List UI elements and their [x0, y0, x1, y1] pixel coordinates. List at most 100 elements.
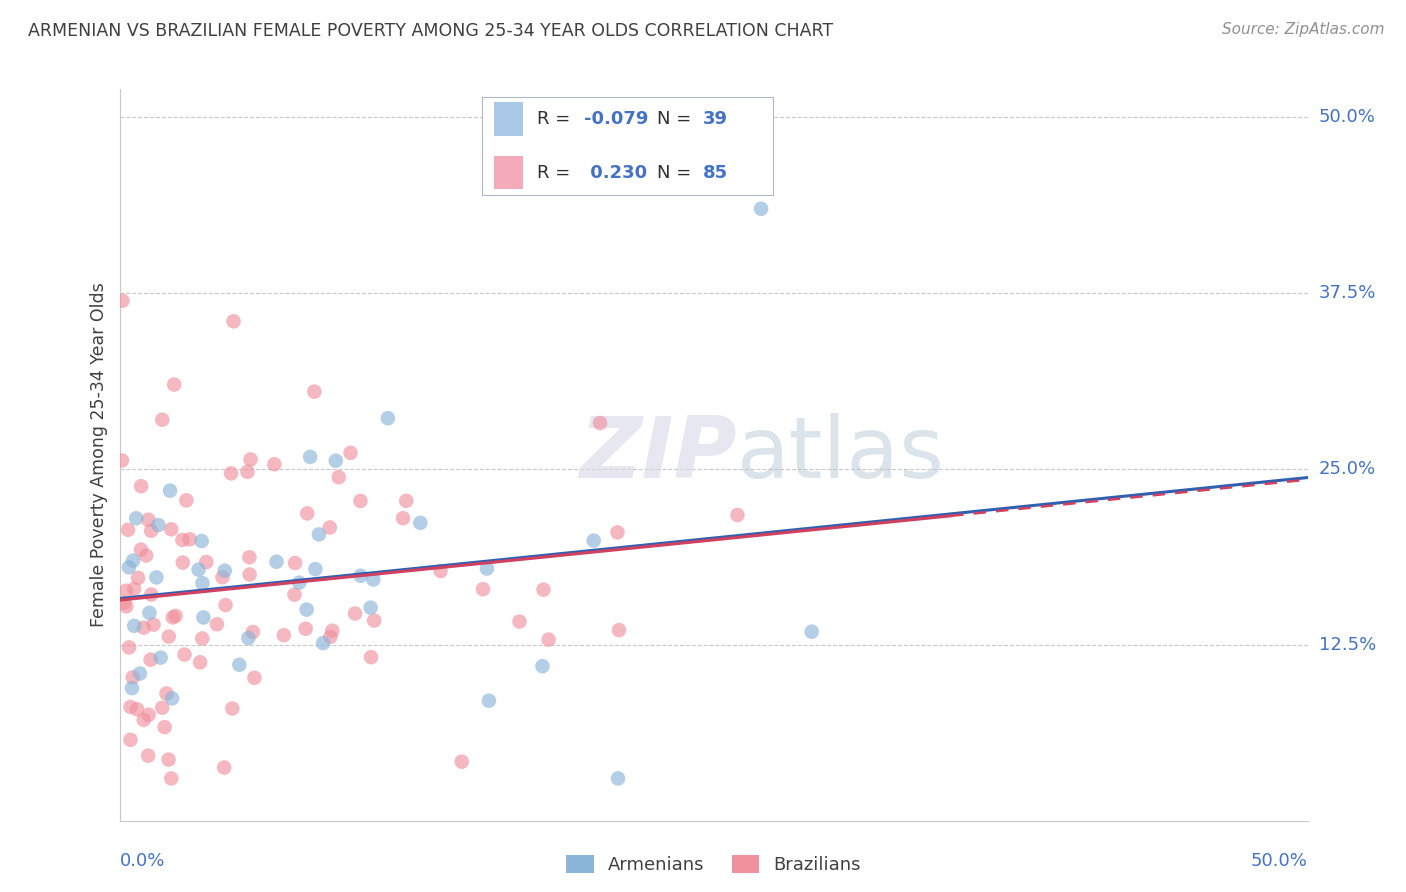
- Point: [162, 610, 184, 624]
- Text: 37.5%: 37.5%: [1319, 285, 1376, 302]
- Legend: Armenians, Brazilians: Armenians, Brazilians: [560, 847, 868, 881]
- Point: [349, 494, 371, 508]
- Point: [360, 650, 382, 665]
- Point: [150, 700, 173, 714]
- Text: 25.0%: 25.0%: [1319, 460, 1376, 478]
- Text: 50.0%: 50.0%: [1251, 852, 1308, 870]
- Point: [239, 452, 262, 467]
- Text: 50.0%: 50.0%: [1319, 108, 1375, 127]
- Point: [111, 453, 134, 467]
- Point: [299, 450, 322, 464]
- Point: [214, 598, 236, 612]
- Point: [121, 681, 143, 695]
- Point: [145, 570, 167, 584]
- Point: [238, 631, 260, 645]
- Point: [172, 556, 194, 570]
- Point: [172, 533, 194, 547]
- Point: [319, 630, 342, 644]
- Point: [295, 602, 318, 616]
- Point: [319, 520, 342, 534]
- Point: [363, 573, 385, 587]
- Point: [211, 570, 233, 584]
- Text: Source: ZipAtlas.com: Source: ZipAtlas.com: [1222, 22, 1385, 37]
- Point: [308, 527, 330, 541]
- Point: [478, 694, 501, 708]
- Point: [239, 567, 262, 582]
- Point: [141, 588, 163, 602]
- Point: [122, 582, 145, 596]
- Point: [120, 732, 142, 747]
- Point: [160, 522, 183, 536]
- Point: [284, 556, 307, 570]
- Point: [176, 493, 198, 508]
- Point: [188, 656, 211, 670]
- Point: [125, 511, 148, 525]
- Point: [800, 624, 823, 639]
- Point: [273, 628, 295, 642]
- Point: [173, 648, 195, 662]
- Point: [508, 615, 530, 629]
- Point: [160, 691, 183, 706]
- Point: [155, 686, 177, 700]
- Point: [228, 657, 250, 672]
- Point: [122, 619, 145, 633]
- Point: [395, 493, 418, 508]
- Point: [607, 772, 630, 786]
- Point: [312, 636, 335, 650]
- Point: [157, 630, 180, 644]
- Point: [283, 588, 305, 602]
- Point: [190, 534, 212, 549]
- Y-axis label: Female Poverty Among 25-34 Year Olds: Female Poverty Among 25-34 Year Olds: [90, 283, 108, 627]
- Point: [263, 458, 285, 472]
- Point: [179, 533, 201, 547]
- Point: [222, 314, 245, 328]
- Point: [165, 608, 187, 623]
- Point: [325, 453, 347, 467]
- Point: [149, 650, 172, 665]
- Point: [132, 713, 155, 727]
- Point: [360, 600, 382, 615]
- Point: [148, 518, 170, 533]
- Point: [153, 720, 176, 734]
- Point: [429, 564, 451, 578]
- Point: [475, 561, 498, 575]
- Point: [117, 523, 139, 537]
- Point: [187, 563, 209, 577]
- Point: [125, 702, 148, 716]
- Point: [136, 748, 159, 763]
- Point: [606, 525, 628, 540]
- Point: [139, 653, 162, 667]
- Point: [328, 470, 350, 484]
- Point: [159, 483, 181, 498]
- Point: [294, 622, 316, 636]
- Point: [205, 617, 228, 632]
- Text: atlas: atlas: [737, 413, 945, 497]
- Point: [344, 607, 367, 621]
- Point: [221, 701, 243, 715]
- Point: [725, 508, 748, 522]
- Point: [163, 377, 186, 392]
- Point: [242, 625, 264, 640]
- Point: [537, 632, 560, 647]
- Point: [236, 465, 259, 479]
- Text: 12.5%: 12.5%: [1319, 636, 1376, 654]
- Point: [304, 562, 326, 576]
- Point: [160, 772, 183, 786]
- Point: [349, 568, 371, 582]
- Point: [377, 411, 399, 425]
- Point: [243, 671, 266, 685]
- Text: 0.0%: 0.0%: [120, 852, 165, 870]
- Point: [363, 614, 385, 628]
- Point: [582, 533, 605, 548]
- Point: [138, 707, 160, 722]
- Point: [450, 755, 472, 769]
- Point: [127, 571, 149, 585]
- Point: [122, 553, 145, 567]
- Point: [297, 507, 319, 521]
- Point: [121, 670, 143, 684]
- Text: ZIP: ZIP: [579, 413, 737, 497]
- Point: [749, 202, 772, 216]
- Point: [191, 576, 214, 591]
- Point: [531, 659, 554, 673]
- Point: [304, 384, 326, 399]
